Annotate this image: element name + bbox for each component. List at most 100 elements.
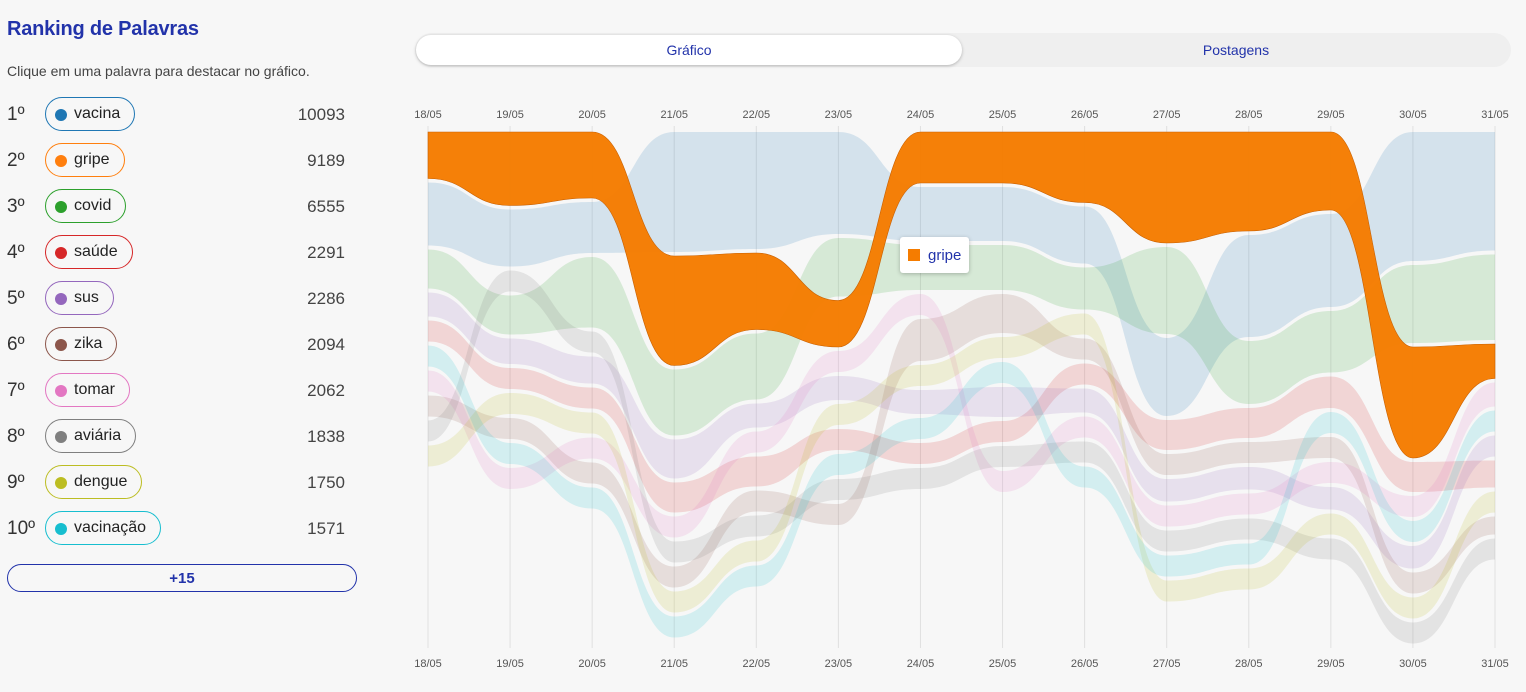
word-count: 2291 (307, 243, 345, 262)
word-chip[interactable]: aviária (45, 419, 137, 453)
word-chip[interactable]: tomar (45, 373, 130, 407)
series-band-dengue[interactable] (428, 313, 1495, 619)
bottom-tick-label: 25/05 (989, 658, 1017, 670)
color-dot-icon (55, 155, 67, 167)
color-dot-icon (55, 385, 67, 397)
top-tick-label: 21/05 (660, 109, 688, 121)
rank-position: 10º (7, 518, 36, 539)
tab-postagens[interactable]: Postagens (1202, 42, 1270, 58)
bottom-tick-label: 19/05 (496, 658, 524, 670)
rank-row-7[interactable]: 8º aviária 1838 (0, 417, 360, 457)
bottom-tick-label: 24/05 (907, 658, 935, 670)
word-label: saúde (74, 243, 118, 260)
chart-ticks: 18/05 18/05 19/05 19/05 20/05 20/05 21/05 21/05… (414, 109, 1509, 670)
word-chip[interactable]: vacina (45, 97, 136, 131)
bottom-tick-label: 22/05 (743, 658, 771, 670)
series-band-zika[interactable] (428, 294, 1495, 594)
word-count: 9189 (307, 151, 345, 170)
word-chip[interactable]: saúde (45, 235, 133, 269)
rank-row-3[interactable]: 4º saúde 2291 (0, 233, 360, 273)
show-more-button[interactable]: +15 (7, 564, 357, 592)
bottom-tick-label: 29/05 (1317, 658, 1345, 670)
bottom-tick-label: 30/05 (1399, 658, 1427, 670)
color-dot-icon (55, 523, 67, 535)
tooltip-label: gripe (928, 246, 962, 264)
bottom-tick-label: 31/05 (1481, 658, 1509, 670)
rank-row-9[interactable]: 10º vacinação 1571 (0, 509, 360, 549)
panel-subtitle: Clique em uma palavra para destacar no g… (7, 63, 310, 79)
color-dot-icon (55, 201, 67, 213)
word-chip[interactable]: vacinação (45, 511, 162, 545)
rank-row-6[interactable]: 7º tomar 2062 (0, 371, 360, 411)
series-band-saúde[interactable] (428, 320, 1495, 513)
chart-tooltip: gripe (900, 237, 970, 273)
top-tick-label: 22/05 (743, 109, 771, 121)
word-chip[interactable]: covid (45, 189, 127, 223)
tooltip-swatch (908, 249, 920, 261)
word-label: gripe (74, 151, 110, 168)
tab-grafico[interactable]: Gráfico (416, 35, 962, 65)
color-dot-icon (55, 431, 67, 443)
word-chip[interactable]: zika (45, 327, 118, 361)
series-band-vacina[interactable] (428, 132, 1495, 416)
series-band-gripe[interactable] (427, 131, 1496, 459)
word-label: vacinação (74, 519, 147, 536)
top-tick-label: 20/05 (578, 109, 606, 121)
top-tick-label: 23/05 (825, 109, 853, 121)
top-tick-label: 24/05 (907, 109, 935, 121)
bottom-tick-label: 28/05 (1235, 658, 1263, 670)
word-label: covid (74, 197, 112, 214)
top-tick-label: 25/05 (989, 109, 1017, 121)
rank-row-2[interactable]: 3º covid 6555 (0, 187, 360, 227)
word-count: 1571 (307, 519, 345, 538)
rank-row-1[interactable]: 2º gripe 9189 (0, 141, 360, 181)
color-dot-icon (55, 339, 67, 351)
top-tick-label: 26/05 (1071, 109, 1099, 121)
word-chip[interactable]: dengue (45, 465, 143, 499)
bottom-tick-label: 27/05 (1153, 658, 1181, 670)
color-dot-icon (55, 477, 67, 489)
word-label: sus (74, 289, 99, 306)
rank-position: 1º (7, 104, 25, 125)
word-count: 2286 (307, 289, 345, 308)
rank-position: 4º (7, 242, 25, 263)
color-dot-icon (55, 247, 67, 259)
rank-position: 7º (7, 380, 25, 401)
panel-title: Ranking de Palavras (7, 18, 199, 40)
series-band-covid[interactable] (428, 238, 1495, 436)
word-label: zika (74, 335, 103, 352)
bottom-tick-label: 20/05 (578, 658, 606, 670)
word-label: aviária (74, 427, 122, 444)
word-count: 1838 (307, 427, 345, 446)
rank-row-4[interactable]: 5º sus 2286 (0, 279, 360, 319)
top-tick-label: 28/05 (1235, 109, 1263, 121)
rank-row-5[interactable]: 6º zika 2094 (0, 325, 360, 365)
bottom-tick-label: 18/05 (414, 658, 442, 670)
series-band-vacinação[interactable] (428, 345, 1495, 638)
series-band-sus[interactable] (428, 292, 1495, 569)
rank-position: 2º (7, 150, 25, 171)
bottom-tick-label: 26/05 (1071, 658, 1099, 670)
word-chip[interactable]: gripe (45, 143, 125, 177)
rank-row-8[interactable]: 9º dengue 1750 (0, 463, 360, 503)
top-tick-label: 18/05 (414, 109, 442, 121)
rank-position: 8º (7, 426, 25, 447)
word-count: 1750 (307, 473, 345, 492)
rank-position: 6º (7, 334, 25, 355)
bottom-tick-label: 21/05 (660, 658, 688, 670)
word-count: 2094 (307, 335, 345, 354)
rank-row-0[interactable]: 1º vacina 10093 (0, 95, 360, 135)
word-count: 2062 (307, 381, 345, 400)
word-label: vacina (74, 105, 121, 122)
series-band-aviária[interactable] (428, 270, 1495, 644)
chart-bands (427, 131, 1496, 644)
rank-position: 9º (7, 472, 25, 493)
view-tabs: Gráfico Postagens (415, 33, 1511, 67)
color-dot-icon (55, 109, 67, 121)
word-chip[interactable]: sus (45, 281, 114, 315)
top-tick-label: 29/05 (1317, 109, 1345, 121)
top-tick-label: 30/05 (1399, 109, 1427, 121)
top-tick-label: 27/05 (1153, 109, 1181, 121)
word-label: tomar (74, 381, 115, 398)
